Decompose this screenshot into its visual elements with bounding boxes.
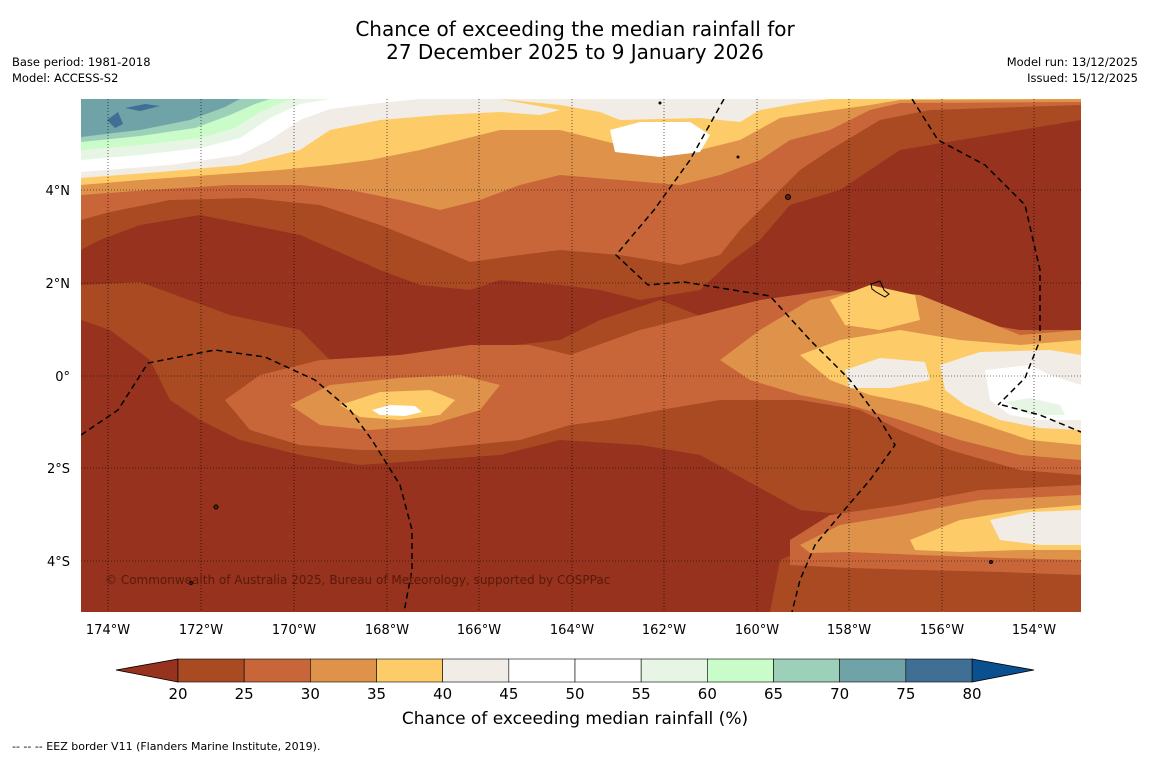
eez-border-line-islands-west <box>614 99 896 612</box>
region-45-55-north-patch <box>610 122 710 157</box>
colorbar-tick-60: 60 <box>698 685 717 703</box>
colorbar-title: Chance of exceeding median rainfall (%) <box>401 709 749 729</box>
colorbar-cell-40-45 <box>442 658 510 683</box>
colorbar-tick-50: 50 <box>565 685 584 703</box>
colorbar-tick-30: 30 <box>301 685 320 703</box>
colorbar-cell-65-70 <box>773 658 840 683</box>
model-name: Model: ACCESS-S2 <box>12 71 119 85</box>
lon-label-172w: 172°W <box>179 623 223 638</box>
lat-label-2n: 2°N <box>46 277 71 292</box>
colorbar-cell-20-25 <box>177 658 245 683</box>
lon-label-164w: 164°W <box>550 623 594 638</box>
region-35-40-equatorial <box>340 390 455 420</box>
colorbar-cell-25-30 <box>243 658 311 683</box>
region-70-75-north <box>81 99 240 137</box>
eez-borders <box>81 99 1081 612</box>
colorbar-cell-75-80 <box>905 658 973 683</box>
small-island-3 <box>213 504 219 510</box>
colorbar-under-arrow <box>115 658 179 683</box>
lon-label-168w: 168°W <box>365 623 409 638</box>
meta-left: Base period: 1981-2018 Model: ACCESS-S2 <box>12 54 151 86</box>
lon-label-162w: 162°W <box>642 623 686 638</box>
meta-right: Model run: 13/12/2025 Issued: 15/12/2025 <box>1007 54 1138 86</box>
eez-border-east-stub <box>1001 404 1081 433</box>
lon-label-174w: 174°W <box>86 623 130 638</box>
colorbar-tick-40: 40 <box>433 685 452 703</box>
colorbar-tick-75: 75 <box>896 685 915 703</box>
colorbar-tick-65: 65 <box>764 685 783 703</box>
colorbar-cell-35-40 <box>376 658 443 683</box>
region-35-40-east-patch <box>830 285 920 330</box>
colorbar-cell-50-55 <box>574 658 642 683</box>
base-period: Base period: 1981-2018 <box>12 55 151 69</box>
lon-label-160w: 160°W <box>735 623 779 638</box>
eez-footnote: -- -- -- EEZ border V11 (Flanders Marine… <box>12 740 321 753</box>
colorbar-tick-55: 55 <box>632 685 651 703</box>
colorbar-tick-45: 45 <box>499 685 518 703</box>
colorbar-tick-70: 70 <box>830 685 849 703</box>
map-title: Chance of exceeding the median rainfall … <box>0 18 1150 64</box>
latitude-labels: 4°N 2°N 0° 2°S 4°S <box>46 184 71 570</box>
longitude-labels: 174°W 172°W 170°W 168°W 166°W 164°W 162°… <box>86 623 1056 638</box>
colorbar-over-arrow <box>971 658 1035 683</box>
lat-label-0: 0° <box>55 370 70 385</box>
issued-date: Issued: 15/12/2025 <box>1027 71 1138 85</box>
islands <box>189 101 993 585</box>
small-island-1 <box>658 101 662 105</box>
lon-label-154w: 154°W <box>1012 623 1056 638</box>
lon-label-158w: 158°W <box>827 623 871 638</box>
lon-label-170w: 170°W <box>272 623 316 638</box>
kiritimati-island <box>870 280 890 298</box>
colorbar-cell-45-50 <box>508 658 576 683</box>
small-island-4 <box>189 581 193 585</box>
lon-label-156w: 156°W <box>920 623 964 638</box>
region-55-60-east <box>1005 398 1065 415</box>
colorbar-tick-20: 20 <box>168 685 187 703</box>
model-run: Model run: 13/12/2025 <box>1006 55 1138 69</box>
colorbar-tick-35: 35 <box>367 685 386 703</box>
region-40-45-south <box>990 510 1081 545</box>
colorbar-tick-25: 25 <box>235 685 254 703</box>
eez-border-line-islands-east <box>911 99 1041 406</box>
rainfall-contour-layer: © Commonwealth of Australia 2025, Bureau… <box>81 99 1081 612</box>
eez-border-kiribati-phoenix <box>81 349 413 612</box>
tabuaeran-island <box>785 194 791 200</box>
title-line-1: Chance of exceeding the median rainfall … <box>355 17 795 41</box>
lat-label-4s: 4°S <box>47 555 70 570</box>
small-island-2 <box>736 155 740 159</box>
colorbar-cell-30-35 <box>310 658 377 683</box>
colorbar-tick-80: 80 <box>962 685 981 703</box>
lon-label-166w: 166°W <box>457 623 501 638</box>
copyright-text: © Commonwealth of Australia 2025, Bureau… <box>105 573 610 587</box>
region-45-55-equatorial <box>372 405 422 416</box>
colorbar-cells <box>177 658 973 683</box>
colorbar: 20 25 30 35 40 45 50 55 60 65 70 75 80 <box>115 658 1035 703</box>
lat-label-2s: 2°S <box>47 462 70 477</box>
colorbar-tick-labels: 20 25 30 35 40 45 50 55 60 65 70 75 80 <box>168 685 981 703</box>
title-line-2: 27 December 2025 to 9 January 2026 <box>386 40 764 64</box>
colorbar-cell-55-60 <box>640 658 708 683</box>
small-island-5 <box>989 560 993 564</box>
colorbar-cell-60-65 <box>707 658 774 683</box>
lat-label-4n: 4°N <box>46 184 71 199</box>
region-75-80-north <box>107 104 160 128</box>
colorbar-cell-70-75 <box>839 658 907 683</box>
